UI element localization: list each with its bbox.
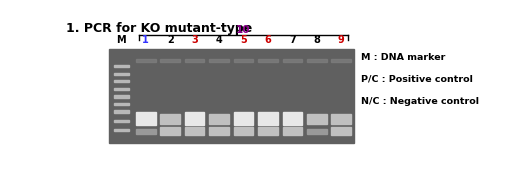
Bar xyxy=(209,127,229,135)
Text: 4: 4 xyxy=(216,35,222,45)
Text: 1. PCR for KO mutant-type: 1. PCR for KO mutant-type xyxy=(66,22,252,35)
Text: 8: 8 xyxy=(314,35,320,45)
Bar xyxy=(234,112,253,125)
Bar xyxy=(160,114,180,124)
Bar xyxy=(185,59,205,62)
Bar xyxy=(109,49,354,143)
Text: M: M xyxy=(117,35,126,45)
Text: 6: 6 xyxy=(265,35,271,45)
Bar xyxy=(258,112,278,125)
Bar xyxy=(234,59,253,62)
Bar xyxy=(307,129,327,134)
Bar xyxy=(114,129,129,131)
Bar xyxy=(114,80,129,82)
Bar xyxy=(258,127,278,135)
Bar xyxy=(114,110,129,113)
Text: 7: 7 xyxy=(289,35,296,45)
Bar xyxy=(331,127,351,135)
Text: P/C : Positive control: P/C : Positive control xyxy=(361,75,473,84)
Bar xyxy=(114,73,129,75)
Text: 5: 5 xyxy=(240,35,247,45)
Bar xyxy=(114,65,129,67)
Bar xyxy=(114,120,129,122)
Text: 9: 9 xyxy=(338,35,345,45)
Bar xyxy=(114,103,129,105)
Bar xyxy=(160,127,180,135)
Bar xyxy=(136,112,156,125)
Text: N/C : Negative control: N/C : Negative control xyxy=(361,97,479,106)
Bar xyxy=(136,59,156,62)
Bar xyxy=(185,127,205,135)
Bar xyxy=(282,127,302,135)
Bar xyxy=(331,114,351,124)
Text: 1: 1 xyxy=(143,35,149,45)
Bar xyxy=(307,59,327,62)
Text: 10: 10 xyxy=(236,25,251,35)
Bar xyxy=(258,59,278,62)
Bar xyxy=(136,129,156,134)
Bar xyxy=(209,59,229,62)
Bar xyxy=(331,59,351,62)
Bar xyxy=(282,112,302,125)
Bar xyxy=(307,114,327,124)
Bar xyxy=(209,114,229,124)
Text: 2: 2 xyxy=(167,35,174,45)
Bar xyxy=(185,112,205,125)
Bar xyxy=(282,59,302,62)
Bar xyxy=(114,95,129,98)
Text: M : DNA marker: M : DNA marker xyxy=(361,53,446,62)
Bar xyxy=(234,127,253,135)
Bar xyxy=(114,88,129,90)
Text: 3: 3 xyxy=(191,35,198,45)
Bar xyxy=(160,59,180,62)
